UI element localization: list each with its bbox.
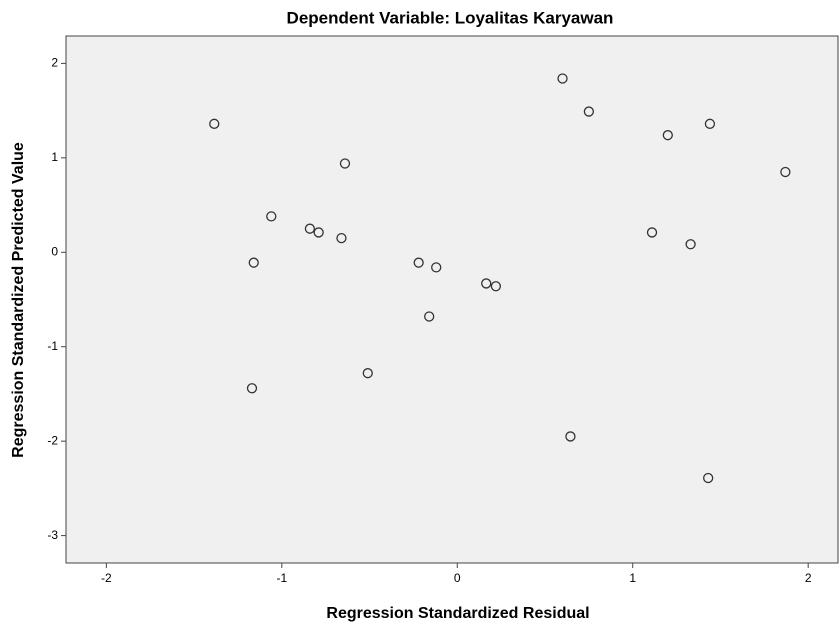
point bbox=[704, 118, 716, 129]
x-tick-label: -2 bbox=[101, 571, 112, 585]
chart-title: Dependent Variable: Loyalitas Karyawan bbox=[287, 8, 614, 27]
y-axis-label: Regression Standardized Predicted Value bbox=[10, 142, 27, 458]
point bbox=[481, 278, 492, 289]
point bbox=[339, 158, 351, 169]
point bbox=[431, 262, 442, 273]
point bbox=[685, 239, 696, 250]
x-tick-label: 2 bbox=[805, 571, 812, 585]
x-tick-label: 0 bbox=[454, 571, 461, 585]
point bbox=[646, 227, 658, 238]
point bbox=[413, 257, 424, 268]
x-tick-label: -1 bbox=[276, 571, 287, 585]
point bbox=[424, 311, 435, 322]
point bbox=[248, 257, 259, 268]
point bbox=[557, 73, 568, 84]
point bbox=[362, 368, 373, 379]
y-tick-label: 2 bbox=[51, 56, 58, 70]
y-tick-label: -1 bbox=[47, 339, 58, 353]
y-tick-label: 1 bbox=[51, 150, 58, 164]
point bbox=[780, 166, 791, 178]
x-axis-label: Regression Standardized Residual bbox=[326, 605, 589, 622]
point bbox=[490, 281, 502, 292]
point bbox=[565, 431, 576, 442]
point bbox=[313, 227, 324, 238]
point bbox=[583, 106, 595, 117]
plot-area bbox=[65, 35, 839, 564]
y-tick-label: -2 bbox=[47, 433, 58, 447]
point bbox=[266, 211, 277, 222]
point bbox=[703, 472, 714, 484]
y-tick-label: -3 bbox=[47, 528, 58, 542]
point bbox=[336, 232, 347, 244]
point bbox=[304, 223, 316, 234]
point bbox=[246, 383, 258, 394]
point bbox=[209, 118, 220, 129]
point bbox=[662, 130, 673, 141]
x-tick-label: 1 bbox=[629, 571, 636, 585]
y-tick-label: 0 bbox=[51, 244, 58, 258]
